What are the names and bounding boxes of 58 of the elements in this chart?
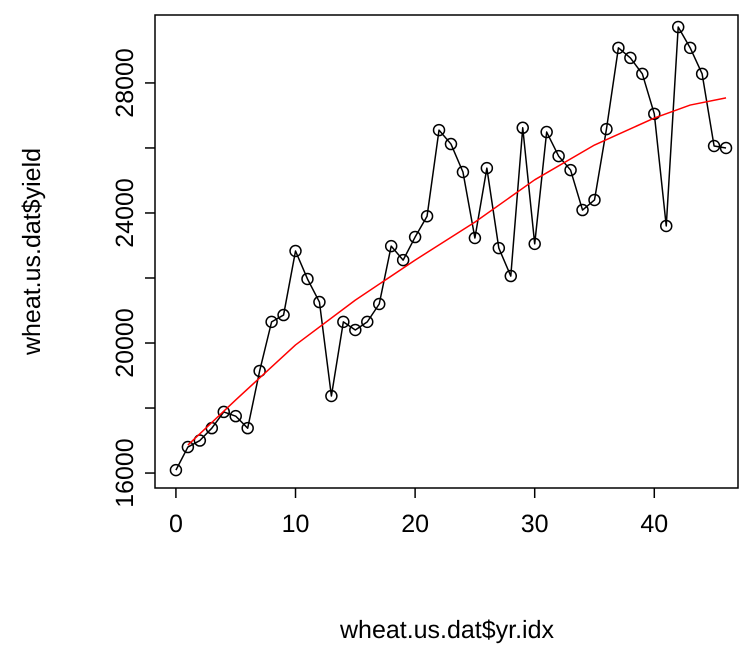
point: [277, 308, 290, 322]
x-tick-label: 40: [640, 510, 668, 538]
y-tick-label: 16000: [111, 438, 139, 508]
point: [636, 68, 649, 80]
point: [684, 42, 696, 54]
x-tick-label: 30: [520, 510, 549, 538]
point: [241, 422, 254, 434]
point: [325, 390, 338, 402]
point: [624, 52, 637, 64]
point: [600, 122, 613, 136]
point: [708, 140, 720, 152]
point: [301, 272, 314, 286]
point: [253, 364, 266, 378]
point: [444, 138, 458, 150]
point: [194, 434, 206, 447]
point: [516, 122, 529, 134]
point: [170, 464, 182, 476]
point: [564, 164, 577, 176]
point: [206, 422, 218, 434]
point: [396, 254, 410, 266]
point: [384, 240, 398, 252]
point: [229, 410, 242, 422]
point: [468, 232, 482, 244]
point: [588, 194, 601, 206]
point: [480, 162, 494, 174]
point: [182, 440, 194, 454]
point: [289, 244, 302, 258]
point: [660, 220, 672, 232]
point: [408, 230, 422, 244]
point: [504, 270, 518, 282]
point: [218, 406, 230, 418]
point: [492, 242, 506, 254]
point: [528, 238, 541, 250]
point: [648, 108, 661, 120]
point: [265, 316, 278, 328]
point: [612, 42, 625, 54]
y-tick-label: 20000: [111, 308, 139, 378]
point: [540, 126, 553, 138]
point: [456, 166, 470, 178]
y-axis-title: wheat.us.dat$yield: [18, 148, 46, 356]
point: [361, 316, 374, 328]
point: [696, 68, 708, 80]
x-tick-label: 0: [168, 510, 183, 538]
x-axis-title: wheat.us.dat$yr.idx: [338, 616, 555, 644]
y-tick-label: 24000: [111, 178, 139, 248]
point: [552, 150, 565, 162]
point: [313, 296, 326, 308]
x-tick-label: 20: [401, 510, 430, 538]
point: [720, 142, 732, 154]
point: [372, 298, 386, 310]
point: [576, 204, 589, 216]
x-tick-label: 10: [282, 510, 310, 538]
point: [420, 210, 434, 222]
point: [349, 324, 362, 336]
y-tick-label: 28000: [111, 48, 139, 118]
point: [672, 20, 684, 34]
point: [432, 124, 446, 136]
point: [337, 316, 350, 328]
